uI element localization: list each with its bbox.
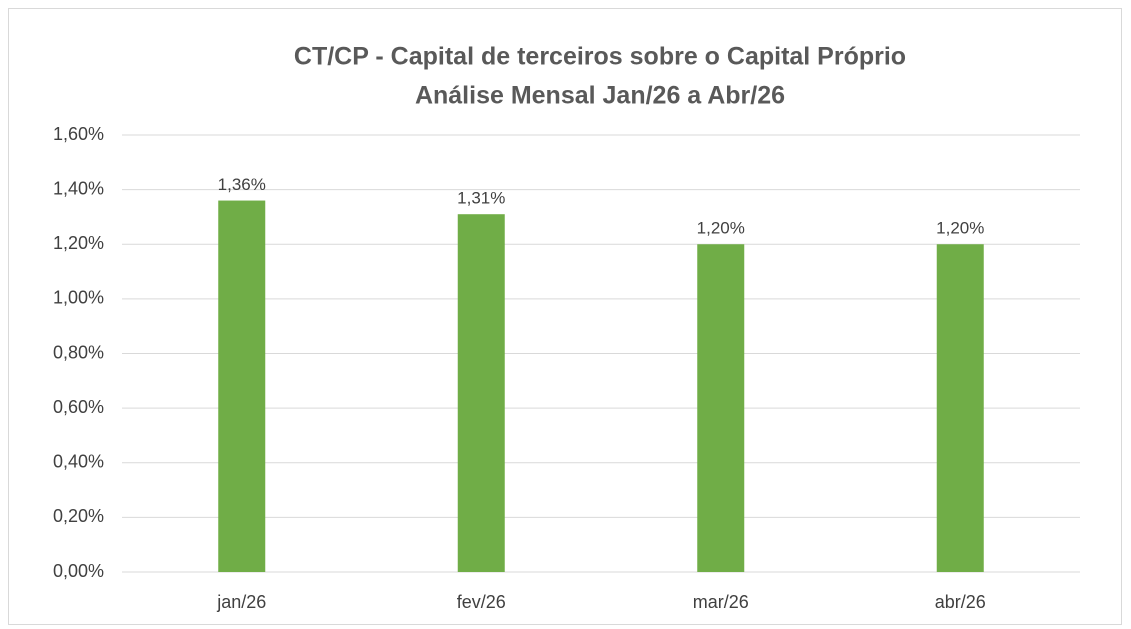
data-label: 1,20% [936,219,984,238]
bar [697,244,745,572]
y-tick-label: 1,20% [53,233,104,253]
chart-border [8,8,1122,625]
bar [936,244,984,572]
y-tick-label: 0,80% [53,342,104,362]
data-label: 1,36% [218,175,266,194]
data-label: 1,31% [457,189,505,208]
y-tick-label: 0,00% [53,561,104,581]
y-tick-label: 0,20% [53,506,104,526]
y-tick-label: 1,00% [53,288,104,308]
data-label: 1,20% [697,219,745,238]
bar [457,214,505,573]
y-tick-label: 0,60% [53,397,104,417]
x-tick-label: jan/26 [216,592,266,612]
chart-title: CT/CP - Capital de terceiros sobre o Cap… [294,43,906,71]
y-tick-label: 0,40% [53,452,104,472]
x-tick-label: abr/26 [935,592,986,612]
x-tick-label: fev/26 [457,592,506,612]
bar [218,200,266,573]
y-tick-label: 1,60% [53,124,104,144]
chart-subtitle: Análise Mensal Jan/26 a Abr/26 [415,82,785,110]
y-tick-label: 1,40% [53,178,104,198]
x-tick-label: mar/26 [693,592,749,612]
